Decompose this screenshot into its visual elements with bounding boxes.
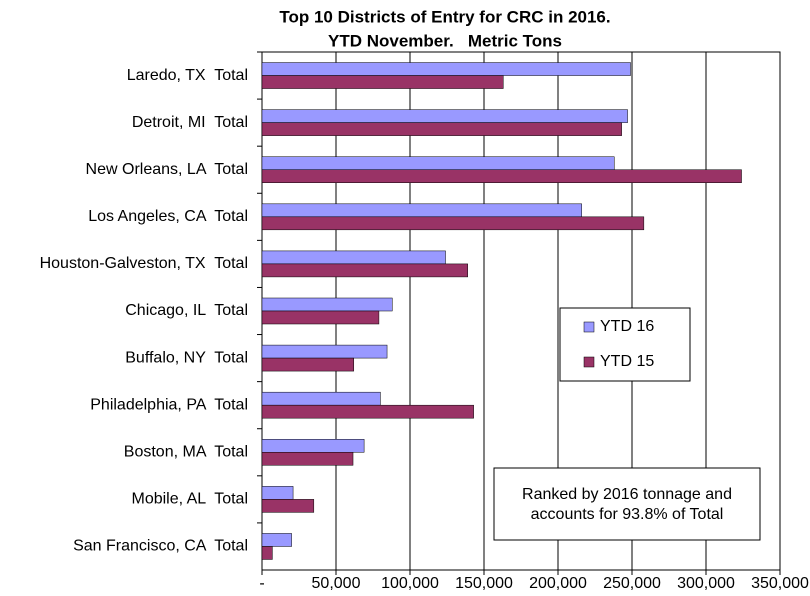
x-tick-label: 350,000 bbox=[751, 575, 809, 592]
y-tick-label: Houston-Galveston, TX Total bbox=[40, 255, 248, 272]
bar bbox=[261, 357, 355, 372]
bar bbox=[261, 533, 292, 547]
y-tick-label: San Francisco, CA Total bbox=[73, 538, 248, 555]
annotation: accounts for 93.8% of Total bbox=[531, 506, 724, 523]
x-tick-label: - bbox=[259, 575, 264, 592]
y-tick-label: Buffalo, NY Total bbox=[125, 349, 248, 366]
x-tick-label: 200,000 bbox=[529, 575, 587, 592]
bar bbox=[261, 156, 615, 170]
chart-title: Top 10 Districts of Entry for CRC in 201… bbox=[279, 7, 610, 26]
bar bbox=[261, 62, 631, 76]
legend-box bbox=[559, 307, 691, 382]
bar bbox=[261, 109, 628, 123]
bar bbox=[261, 297, 393, 312]
bar bbox=[261, 310, 380, 325]
y-tick-label: Philadelphia, PA Total bbox=[90, 396, 248, 413]
bar bbox=[261, 75, 504, 89]
legend-label: YTD 16 bbox=[600, 318, 654, 335]
bar bbox=[261, 122, 622, 136]
bar bbox=[261, 203, 582, 218]
x-tick-label: 100,000 bbox=[381, 575, 439, 592]
y-tick-label: Boston, MA Total bbox=[124, 443, 248, 460]
legend-swatch bbox=[583, 321, 595, 333]
bar bbox=[261, 391, 381, 406]
bar bbox=[261, 499, 315, 513]
x-tick-label: 50,000 bbox=[312, 575, 361, 592]
bar bbox=[261, 452, 354, 466]
bar bbox=[261, 344, 388, 359]
y-tick-label: Laredo, TX Total bbox=[127, 67, 248, 84]
annotation-box bbox=[493, 467, 761, 541]
bar bbox=[261, 169, 742, 183]
bar bbox=[261, 486, 294, 500]
bar bbox=[261, 216, 645, 231]
annotation: Ranked by 2016 tonnage and bbox=[522, 486, 732, 503]
bar bbox=[261, 404, 474, 419]
y-tick-label: Los Angeles, CA Total bbox=[88, 208, 248, 225]
bar bbox=[261, 439, 365, 453]
legend-label: YTD 15 bbox=[600, 353, 654, 370]
bar bbox=[261, 250, 446, 265]
legend-swatch bbox=[583, 356, 595, 368]
bar bbox=[261, 546, 273, 560]
y-tick-label: Detroit, MI Total bbox=[132, 114, 248, 131]
y-tick-label: Chicago, IL Total bbox=[125, 302, 248, 319]
y-tick-label: Mobile, AL Total bbox=[131, 491, 248, 508]
x-tick-label: 250,000 bbox=[603, 575, 661, 592]
x-tick-label: 300,000 bbox=[677, 575, 735, 592]
y-tick-label: New Orleans, LA Total bbox=[86, 161, 248, 178]
x-tick-label: 150,000 bbox=[455, 575, 513, 592]
bar bbox=[261, 263, 468, 278]
chart-title: YTD November. Metric Tons bbox=[328, 31, 562, 50]
